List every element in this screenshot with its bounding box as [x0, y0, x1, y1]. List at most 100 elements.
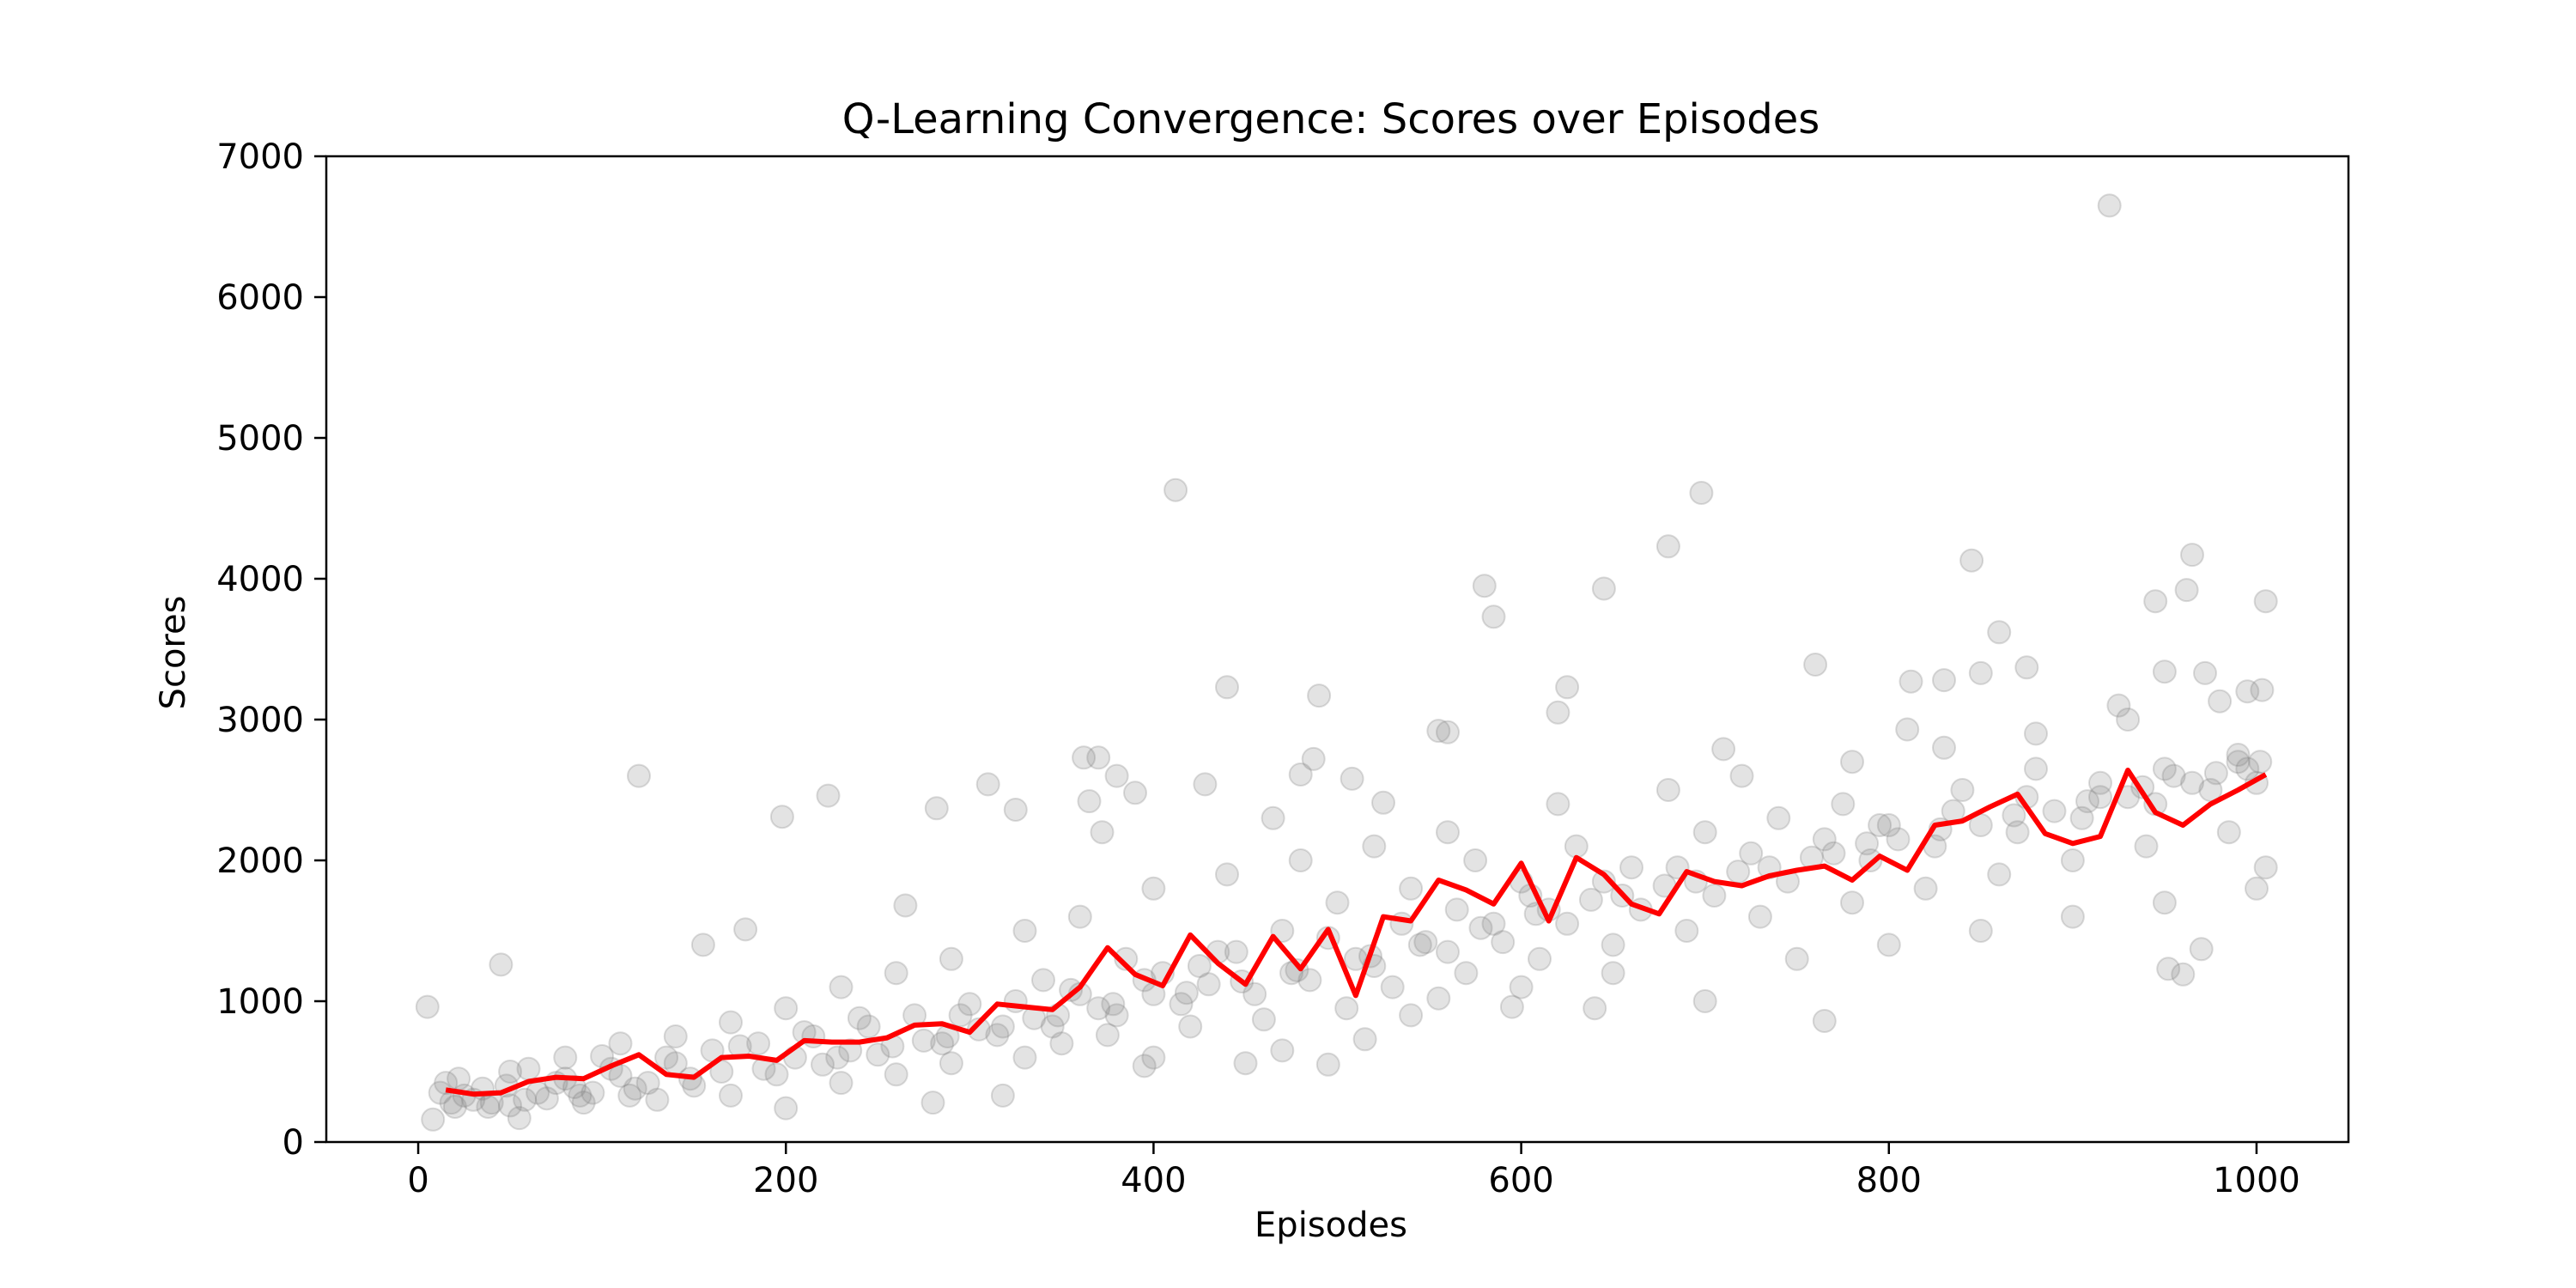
scatter-point — [948, 1003, 973, 1028]
scatter-point — [1656, 534, 1680, 559]
scatter-point — [1012, 919, 1037, 943]
scatter-point — [2088, 770, 2112, 795]
scatter-point — [1086, 996, 1111, 1021]
scatter-point — [2014, 655, 2039, 680]
scatter-point — [1812, 827, 1837, 852]
scatter-point — [866, 1042, 890, 1067]
scatter-point — [2180, 543, 2204, 568]
scatter-point — [580, 1080, 605, 1105]
scatter-point — [1224, 939, 1249, 964]
scatter-point — [1132, 1054, 1157, 1078]
scatter-point — [1499, 994, 1524, 1019]
scatter-point — [1040, 1014, 1065, 1039]
x-tick-label: 600 — [1488, 1161, 1553, 1200]
scatter-point — [2253, 589, 2278, 614]
scatter-point — [1913, 876, 1938, 901]
scatter-point — [911, 1028, 936, 1053]
scatter-point — [663, 1024, 688, 1048]
scatter-point — [1251, 1007, 1276, 1032]
scatter-point — [1726, 860, 1751, 884]
scatter-point — [1987, 620, 2012, 645]
scatter-point — [534, 1086, 559, 1111]
scatter-point — [1413, 930, 1438, 955]
scatter-point — [1831, 792, 1856, 817]
scatter-point — [690, 933, 715, 957]
x-tick-label: 800 — [1856, 1161, 1922, 1200]
scatter-point — [1454, 961, 1479, 986]
scatter-point — [1968, 660, 1993, 685]
scatter-point — [930, 1031, 955, 1056]
scatter-point — [1591, 576, 1616, 601]
scatter-point — [617, 1083, 642, 1108]
scatter-point — [1886, 827, 1911, 852]
y-axis-label: Scores — [154, 596, 193, 710]
scatter-point — [627, 763, 651, 788]
x-axis-label: Episodes — [1255, 1206, 1407, 1245]
scatter-point — [1095, 1023, 1120, 1048]
scatter-point — [447, 1066, 471, 1091]
scatter-point — [1876, 933, 1901, 957]
scatter-point — [1215, 675, 1239, 700]
scatter-point — [2235, 679, 2260, 704]
scatter-point — [1003, 798, 1028, 822]
scatter-point — [1711, 737, 1736, 762]
scatter-point — [2024, 721, 2048, 746]
chart-title: Q-Learning Convergence: Scores over Epis… — [842, 95, 1820, 143]
scatter-point — [1987, 862, 2012, 887]
scatter-point — [1899, 669, 1923, 694]
scatter-point — [1315, 1052, 1340, 1077]
scatter-point — [1968, 919, 1993, 943]
scatter-point — [553, 1045, 578, 1070]
scatter-point — [507, 1106, 532, 1131]
scatter-point — [975, 772, 1000, 797]
scatter-point — [1463, 848, 1488, 872]
scatter-point — [1297, 968, 1322, 993]
scatter-point — [1619, 855, 1643, 880]
scatter-point — [2024, 756, 2048, 781]
scatter-point — [801, 1024, 826, 1048]
scatter-point — [421, 1107, 446, 1132]
x-tick-label: 0 — [407, 1161, 428, 1200]
scatter-point — [1932, 735, 1956, 760]
scatter-point — [623, 1076, 647, 1101]
scatter-point — [1876, 813, 1901, 837]
x-axis-ticks: 0 200 400 600 800 1000 — [407, 1142, 2300, 1200]
scatter-point — [2106, 693, 2131, 718]
scatter-point — [746, 1031, 771, 1056]
scatter-point — [2203, 761, 2228, 786]
scatter-point — [1702, 884, 1727, 908]
scatter-point — [1163, 477, 1188, 502]
scatter-point — [825, 1045, 850, 1070]
scatter-point — [2253, 855, 2278, 880]
moving-average-polyline — [445, 768, 2268, 1097]
scatter-point — [2143, 589, 2168, 614]
scatter-point — [1491, 930, 1516, 955]
scatter-point — [1215, 862, 1239, 887]
scatter-point — [2174, 578, 2199, 603]
scatter-point — [2152, 659, 2177, 684]
scatter-point — [829, 1071, 854, 1096]
scatter-point — [2156, 957, 2181, 981]
scatter-point — [1601, 933, 1625, 957]
scatter-point — [2075, 789, 2099, 814]
scatter-point — [2208, 689, 2233, 714]
scatter-point — [774, 996, 799, 1021]
scatter-points — [415, 193, 2278, 1132]
scatter-point — [2193, 660, 2217, 685]
scatter-point — [1407, 933, 1432, 957]
scatter-point — [571, 1091, 596, 1115]
y-axis-ticks: 0 1000 2000 3000 4000 5000 6000 7000 — [216, 137, 326, 1163]
scatter-point — [1187, 954, 1212, 978]
scatter-point — [654, 1045, 679, 1070]
scatter-point — [2248, 750, 2273, 775]
scatter-point — [1656, 778, 1680, 802]
scatter-point — [415, 994, 440, 1019]
scatter-point — [513, 1087, 538, 1112]
scatter-point — [939, 946, 963, 971]
scatter-point — [1114, 946, 1139, 971]
scatter-point — [1546, 792, 1571, 817]
scatter-point — [1932, 668, 1956, 693]
scatter-point — [733, 917, 758, 942]
scatter-point — [2152, 890, 2177, 915]
